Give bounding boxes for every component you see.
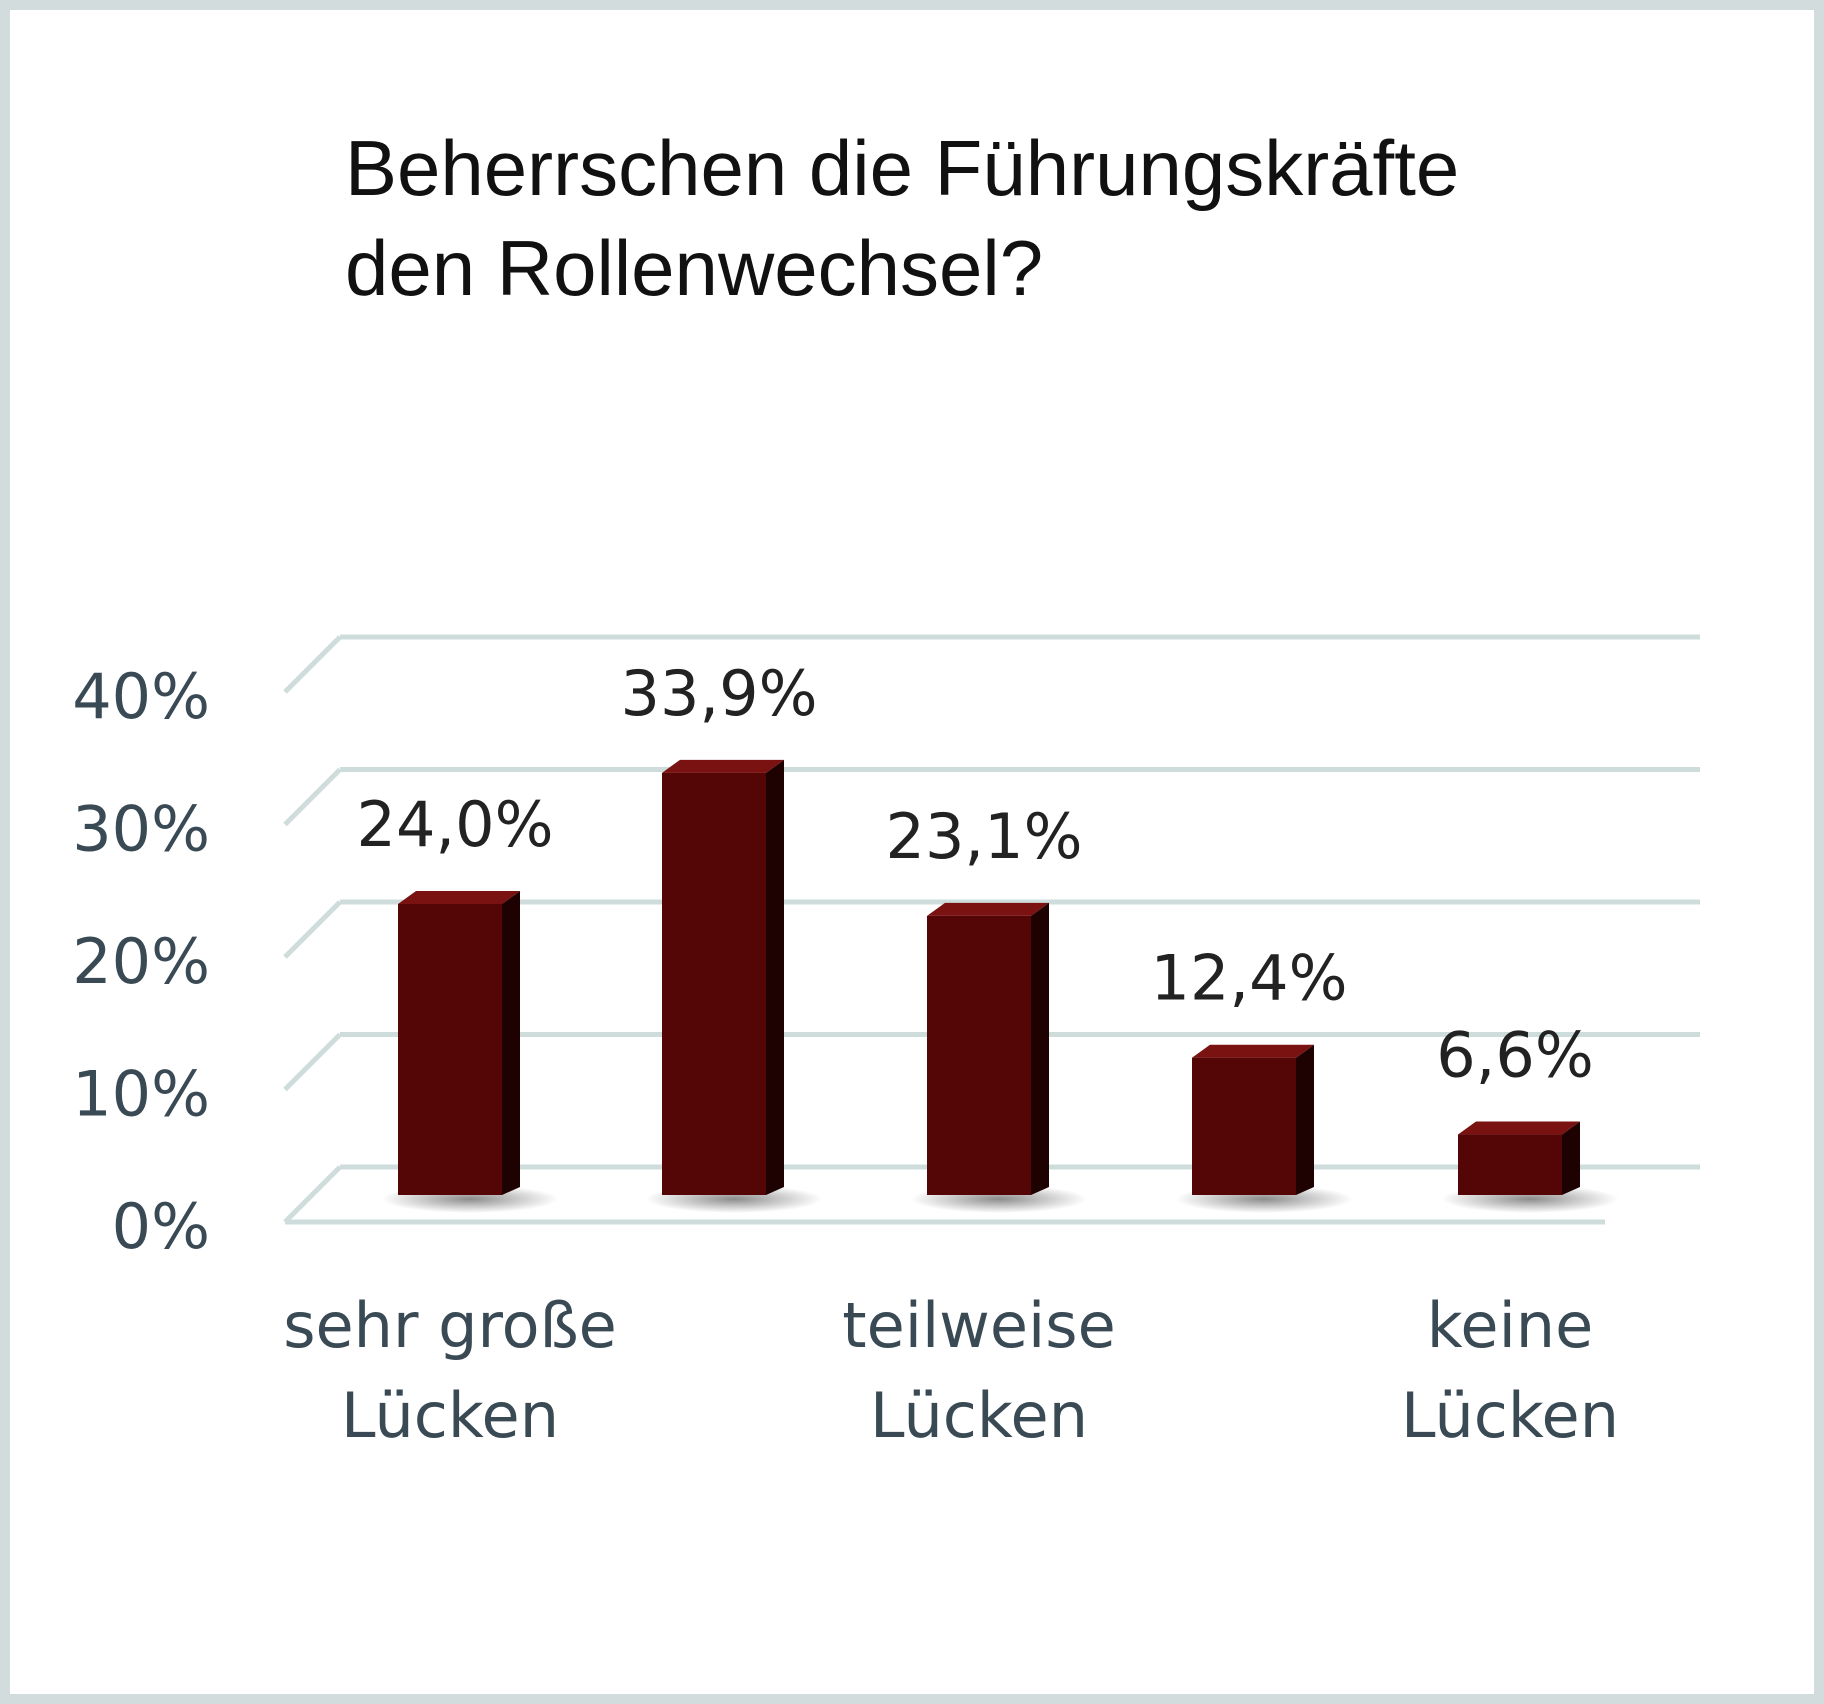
chart-title-line-1: Beherrschen die Führungskräfte [345,124,1460,212]
y-tick-label-40: 40% [72,660,210,733]
data-label-2: 23,1% [886,800,1083,873]
bar-side-face [1031,902,1049,1195]
category-label-2-line-1: teilweise [842,1289,1115,1362]
bar-0 [381,891,559,1213]
bar-side-face [502,891,520,1195]
bar-front-face [1458,1134,1562,1195]
category-label-2-line-2: Lücken [870,1379,1088,1452]
y-axis-tick-labels: 0% 10% 20% 30% 40% [72,660,210,1263]
y-tick-label-10: 10% [72,1058,210,1131]
data-labels: 24,0% 33,9% 23,1% 12,4% 6,6% [357,657,1594,1092]
gridline-depth-0 [283,1165,342,1224]
bar-4 [1441,1121,1619,1213]
category-label-0-line-1: sehr große [283,1289,617,1362]
gridline-depth-30 [283,767,342,827]
bar-front-face [1192,1057,1296,1195]
bar-side-face [766,759,784,1195]
category-label-4-line-1: keine [1427,1289,1594,1362]
y-tick-label-20: 20% [72,925,210,998]
bar-top-face [927,902,1049,916]
data-label-4: 6,6% [1436,1019,1594,1092]
category-label-4-line-2: Lücken [1401,1379,1619,1452]
bar-1 [645,759,823,1213]
bar-2 [910,902,1088,1213]
chart-title: Beherrschen die Führungskräfte den Rolle… [345,118,1645,318]
bar-top-face [662,759,784,773]
gridline-depth-10 [283,1032,342,1092]
bar-side-face [1296,1044,1314,1195]
chart-title-line-2: den Rollenwechsel? [345,224,1044,312]
data-label-0: 24,0% [357,788,554,861]
y-tick-label-0: 0% [112,1190,210,1263]
bar-front-face [927,915,1031,1195]
y-tick-label-30: 30% [72,793,210,866]
data-label-1: 33,9% [621,657,818,730]
bar-top-face [398,891,520,904]
bars [381,759,1619,1213]
bar-front-face [662,772,766,1195]
bar-3 [1175,1044,1353,1213]
data-label-3: 12,4% [1151,942,1348,1015]
gridline-depth-20 [283,900,342,959]
gridline-depth-40 [283,635,342,694]
x-axis-category-labels: sehr große Lücken teilweise Lücken keine Lück… [283,1289,1619,1452]
bar-top-face [1458,1121,1580,1135]
bar-side-face [1562,1121,1580,1195]
bar-top-face [1192,1044,1314,1058]
category-label-0-line-2: Lücken [341,1379,559,1452]
bar-front-face [398,904,502,1195]
